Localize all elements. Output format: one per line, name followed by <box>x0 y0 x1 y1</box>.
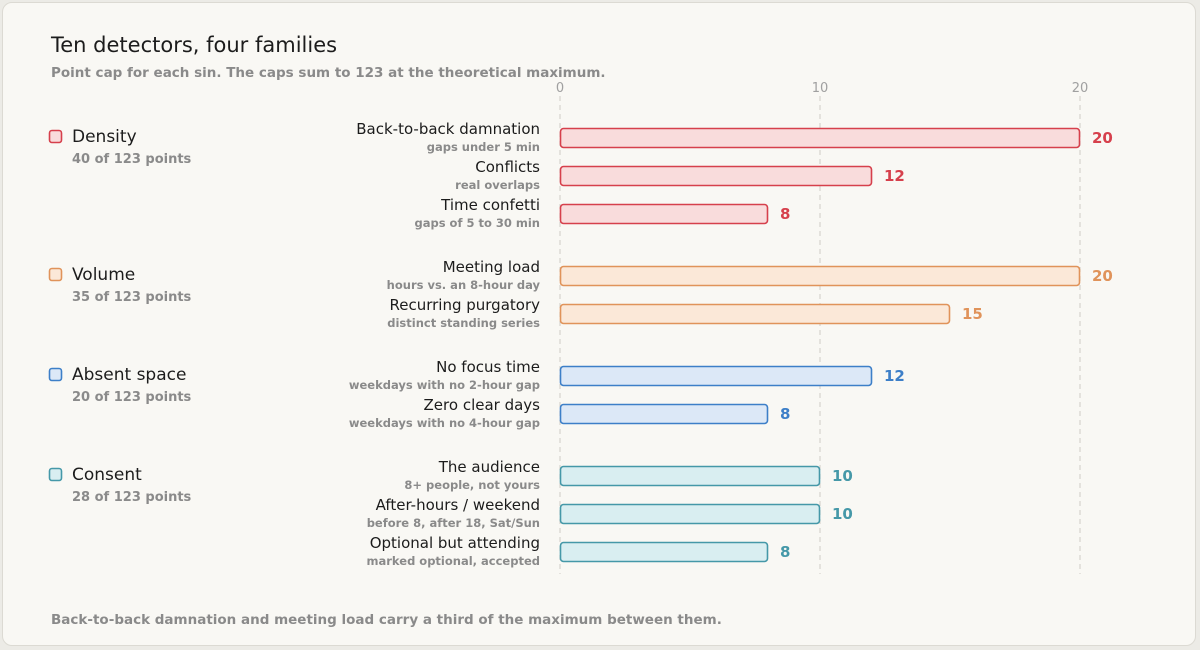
bar-sublabel: weekdays with no 4-hour gap <box>349 416 540 430</box>
bar-value-label: 20 <box>1092 129 1113 147</box>
bar-value-label: 12 <box>884 367 905 385</box>
bar-sublabel: weekdays with no 2-hour gap <box>349 378 540 392</box>
family-swatch-icon <box>48 129 63 144</box>
bar-value-label: 8 <box>780 543 790 561</box>
bar-value-label: 10 <box>832 467 853 485</box>
bar-value-label: 20 <box>1092 267 1113 285</box>
family-swatch-icon <box>48 467 63 482</box>
bar <box>559 203 769 225</box>
bar-sublabel: gaps of 5 to 30 min <box>414 216 540 230</box>
x-tick-label: 20 <box>1072 81 1089 96</box>
chart-title: Ten detectors, four families <box>51 33 338 57</box>
bar-label: The audience <box>438 458 540 476</box>
bar <box>559 165 873 187</box>
bar <box>559 127 1081 149</box>
family-summary: 40 of 123 points <box>72 152 192 167</box>
bar-label: Optional but attending <box>370 534 540 552</box>
family-swatch-icon <box>48 367 63 382</box>
bar-value-label: 15 <box>962 305 983 323</box>
bar-value-label: 8 <box>780 405 790 423</box>
family-name: Volume <box>72 265 135 285</box>
bar-sublabel: real overlaps <box>455 178 540 192</box>
bar-label: Zero clear days <box>424 396 541 414</box>
family-summary: 20 of 123 points <box>72 390 192 405</box>
bar-sublabel: 8+ people, not yours <box>404 478 540 492</box>
bar-sublabel: marked optional, accepted <box>367 554 540 568</box>
bar-label: No focus time <box>436 358 540 376</box>
bar-value-label: 8 <box>780 205 790 223</box>
bar-label: Time confetti <box>440 196 540 214</box>
family-name: Density <box>72 127 137 147</box>
family-summary: 35 of 123 points <box>72 290 192 305</box>
bar <box>559 465 821 487</box>
chart-subtitle: Point cap for each sin. The caps sum to … <box>51 65 606 81</box>
bar-value-label: 12 <box>884 167 905 185</box>
bar-value-label: 10 <box>832 505 853 523</box>
family-name: Absent space <box>72 365 186 385</box>
bar-sublabel: gaps under 5 min <box>427 140 540 154</box>
family-swatch-icon <box>48 267 63 282</box>
bar <box>559 265 1081 287</box>
bar-sublabel: before 8, after 18, Sat/Sun <box>367 516 540 530</box>
x-tick-label: 0 <box>556 81 564 96</box>
bar-sublabel: distinct standing series <box>387 316 540 330</box>
family-summary: 28 of 123 points <box>72 490 192 505</box>
bar <box>559 303 951 325</box>
bar <box>559 365 873 387</box>
bar-sublabel: hours vs. an 8-hour day <box>387 278 541 292</box>
bar <box>559 503 821 525</box>
x-tick-label: 10 <box>812 81 829 96</box>
bar <box>559 541 769 563</box>
bar-label: Conflicts <box>475 158 540 176</box>
bar-label: After-hours / weekend <box>376 496 540 514</box>
bar-label: Meeting load <box>443 258 540 276</box>
bar <box>559 403 769 425</box>
chart-footnote: Back-to-back damnation and meeting load … <box>51 612 722 628</box>
family-name: Consent <box>72 465 142 485</box>
bar-label: Back-to-back damnation <box>356 120 540 138</box>
bar-label: Recurring purgatory <box>389 296 540 314</box>
